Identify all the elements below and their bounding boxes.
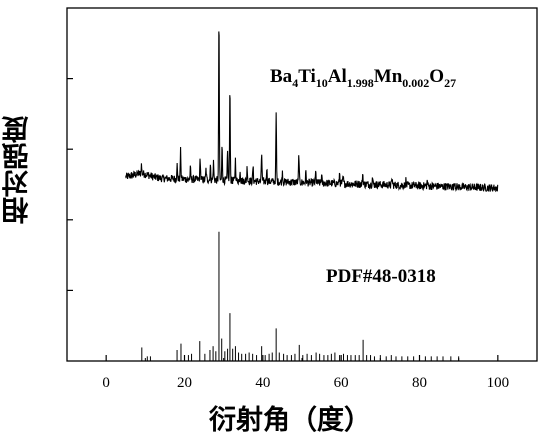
- x-axis-label: 衍射角（度）: [209, 405, 371, 436]
- label-element: Al: [327, 66, 347, 87]
- label-element: Ba: [270, 66, 293, 87]
- series-label-pdf: PDF#48-0318: [326, 266, 436, 287]
- series-label-sample: Ba4Ti10Al1.998Mn0.002O27: [270, 66, 456, 91]
- series-pdf-reference: [141, 231, 460, 361]
- y-axis-ticks: [67, 77, 73, 291]
- x-tick-label: 40: [255, 375, 270, 391]
- x-tick-label: 0: [102, 375, 110, 391]
- label-subscript: 10: [315, 75, 328, 90]
- sample-line: [125, 31, 499, 193]
- x-tick-label: 100: [487, 375, 510, 391]
- label-element: Mn: [373, 66, 403, 87]
- x-tick-label: 80: [412, 375, 427, 391]
- label-subscript: 0.002: [402, 75, 430, 90]
- series-sample-pattern: [125, 31, 499, 193]
- label-subscript: 27: [444, 75, 457, 90]
- x-axis-ticks: [66, 355, 538, 361]
- label-element: O: [429, 66, 445, 87]
- label-subscript: 4: [292, 75, 299, 90]
- x-axis-tick-labels: 0 20 40 60 80 100: [102, 375, 509, 391]
- plot-frame: [66, 7, 538, 362]
- label-subscript: 1.998: [346, 75, 374, 90]
- y-axis-label: 相对强度: [2, 116, 34, 224]
- x-tick-label: 20: [177, 375, 192, 391]
- x-tick-label: 60: [334, 375, 349, 391]
- label-element: Ti: [298, 66, 316, 87]
